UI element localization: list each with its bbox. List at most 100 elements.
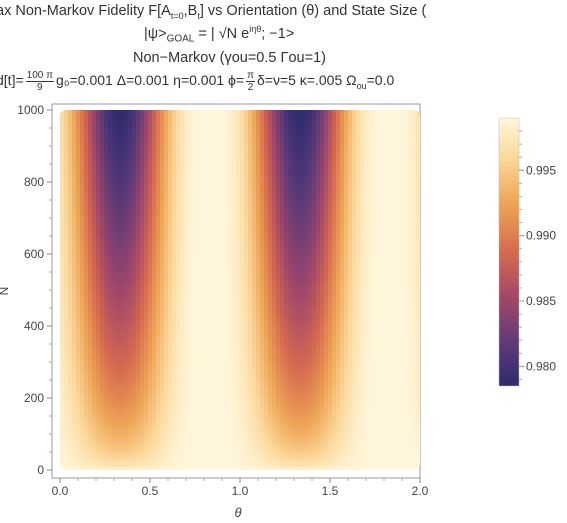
heatmap-cell	[152, 386, 157, 391]
heatmap-cell	[252, 134, 257, 139]
heatmap-cell	[200, 342, 205, 347]
heatmap-cell	[124, 138, 129, 143]
heatmap-cell	[100, 282, 105, 287]
heatmap-cell	[108, 278, 113, 283]
heatmap-cell	[140, 234, 145, 239]
heatmap-cell	[200, 382, 205, 387]
heatmap-cell	[252, 170, 257, 175]
heatmap-cell	[216, 118, 221, 123]
heatmap-cell	[200, 230, 205, 235]
heatmap-cell	[68, 174, 73, 179]
heatmap-cell	[184, 126, 189, 131]
heatmap-cell	[148, 126, 153, 131]
heatmap-cell	[196, 122, 201, 127]
heatmap-cell	[104, 154, 109, 159]
heatmap-cell	[88, 258, 93, 263]
heatmap-cell	[236, 142, 241, 147]
heatmap-cell	[232, 194, 237, 199]
heatmap-cell	[112, 234, 117, 239]
heatmap-cell	[192, 322, 197, 327]
heatmap-cell	[188, 202, 193, 207]
heatmap-cell	[192, 458, 197, 463]
heatmap-cell	[140, 322, 145, 327]
heatmap-cell	[272, 430, 277, 435]
heatmap-cell	[200, 242, 205, 247]
heatmap-cell	[160, 242, 165, 247]
heatmap-cell	[96, 242, 101, 247]
heatmap-cell	[224, 162, 229, 167]
heatmap-cell	[132, 218, 137, 223]
heatmap-cell	[80, 138, 85, 143]
heatmap-cell	[212, 362, 217, 367]
heatmap-cell	[96, 298, 101, 303]
heatmap-cell	[80, 350, 85, 355]
heatmap-cell	[216, 366, 221, 371]
heatmap-cell	[120, 278, 125, 283]
heatmap-cell	[180, 366, 185, 371]
heatmap-cell	[172, 394, 177, 399]
heatmap-cell	[80, 298, 85, 303]
heatmap-cell	[96, 234, 101, 239]
heatmap-cell	[104, 370, 109, 375]
heatmap-cell	[184, 346, 189, 351]
heatmap-cell	[72, 182, 77, 187]
heatmap-cell	[172, 446, 177, 451]
heatmap-cell	[240, 390, 245, 395]
heatmap-cell	[76, 242, 81, 247]
heatmap-cell	[96, 326, 101, 331]
heatmap-cell	[224, 326, 229, 331]
heatmap-cell	[108, 350, 113, 355]
heatmap-cell	[116, 462, 121, 467]
heatmap-cell	[220, 394, 225, 399]
heatmap-cell	[108, 130, 113, 135]
heatmap-cell	[80, 118, 85, 123]
heatmap-cell	[84, 466, 89, 470]
heatmap-cell	[112, 414, 117, 419]
heatmap-cell	[244, 178, 249, 183]
heatmap-cell	[92, 310, 97, 315]
heatmap-cell	[132, 158, 137, 163]
heatmap-cell	[132, 134, 137, 139]
heatmap-cell	[240, 462, 245, 467]
heatmap-cell	[180, 230, 185, 235]
heatmap-cell	[228, 450, 233, 455]
heatmap-cell	[212, 118, 217, 123]
heatmap-cell	[264, 118, 269, 123]
heatmap-cell	[224, 466, 229, 470]
heatmap-cell	[184, 342, 189, 347]
heatmap-cell	[160, 462, 165, 467]
heatmap-cell	[224, 334, 229, 339]
heatmap-cell	[220, 178, 225, 183]
heatmap-cell	[280, 438, 285, 443]
heatmap-cell	[196, 314, 201, 319]
heatmap-cell	[116, 366, 121, 371]
heatmap-cell	[276, 338, 281, 343]
heatmap-cell	[252, 226, 257, 231]
heatmap-cell	[140, 222, 145, 227]
heatmap-cell	[140, 318, 145, 323]
heatmap-cell	[264, 282, 269, 287]
heatmap-cell	[60, 194, 65, 199]
heatmap-cell	[212, 374, 217, 379]
heatmap-cell	[144, 206, 149, 211]
heatmap-cell	[88, 402, 93, 407]
heatmap-cell	[204, 158, 209, 163]
heatmap-cell	[248, 438, 253, 443]
heatmap-cell	[260, 466, 265, 470]
heatmap-cell	[196, 338, 201, 343]
heatmap-cell	[220, 298, 225, 303]
heatmap-cell	[104, 262, 109, 267]
heatmap-cell	[208, 346, 213, 351]
heatmap-cell	[260, 270, 265, 275]
heatmap-cell	[200, 314, 205, 319]
heatmap-cell	[92, 246, 97, 251]
heatmap-cell	[112, 158, 117, 163]
heatmap-cell	[280, 422, 285, 427]
heatmap-cell	[272, 414, 277, 419]
heatmap-cell	[168, 238, 173, 243]
heatmap-cell	[188, 274, 193, 279]
heatmap-cell	[216, 242, 221, 247]
heatmap-cell	[268, 266, 273, 271]
heatmap-cell	[264, 430, 269, 435]
heatmap-cell	[92, 266, 97, 271]
